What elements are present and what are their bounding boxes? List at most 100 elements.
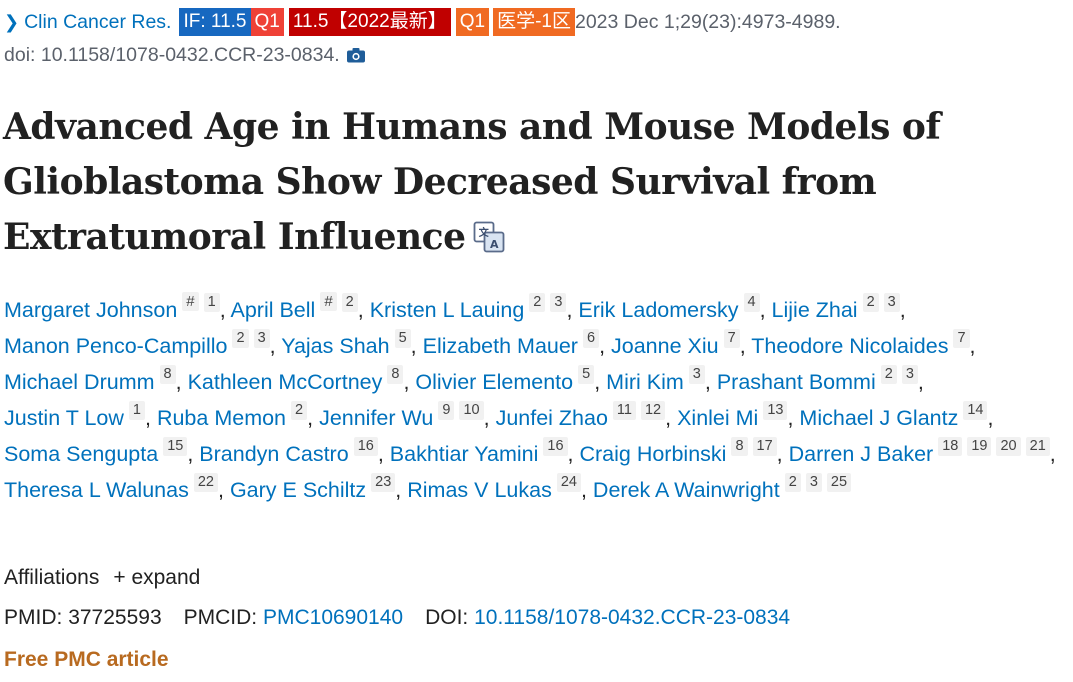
author-name-link[interactable]: Yajas Shah — [281, 334, 390, 358]
affiliation-ref[interactable]: 7 — [953, 329, 970, 348]
affiliation-ref[interactable]: 1 — [128, 401, 145, 420]
affiliation-ref[interactable]: 21 — [1025, 437, 1050, 456]
identifiers: PMID: 37725593 PMCID: PMC10690140 DOI: 10.… — [4, 606, 790, 630]
author-name-link[interactable]: Theresa L Walunas — [4, 478, 189, 502]
affiliation-ref[interactable]: 23 — [371, 473, 396, 492]
affiliation-ref[interactable]: 3 — [253, 329, 270, 348]
author-name-link[interactable]: Joanne Xiu — [611, 334, 719, 358]
author-name-link[interactable]: Erik Ladomersky — [578, 298, 739, 322]
affiliation-ref[interactable]: 3 — [550, 293, 567, 312]
affiliation-ref[interactable]: 2 — [862, 293, 879, 312]
impact-factor-badge: IF: 11.5 — [179, 8, 251, 36]
affiliation-ref[interactable]: 9 — [438, 401, 455, 420]
affiliation-ref[interactable]: 8 — [731, 437, 748, 456]
author-item: Soma Sengupta 15 — [4, 437, 188, 466]
pmcid-label: PMCID: — [183, 606, 258, 629]
affiliation-ref[interactable]: 19 — [967, 437, 992, 456]
author-name-link[interactable]: Justin T Low — [4, 406, 124, 430]
author-name-link[interactable]: Gary E Schiltz — [229, 478, 367, 502]
affiliation-ref[interactable]: 25 — [826, 473, 852, 492]
affiliation-ref[interactable]: 16 — [543, 437, 568, 456]
author-name-link[interactable]: Rimas V Lukas — [407, 478, 552, 502]
author-item: April Bell #2 — [230, 292, 358, 322]
author-name-link[interactable]: Craig Horbinski — [579, 442, 727, 466]
affiliations-section: Affiliations + expand — [4, 566, 200, 590]
author-item: Miri Kim 3 — [606, 365, 705, 394]
affiliation-ref[interactable]: 17 — [752, 437, 777, 456]
author-item: Olivier Elemento 5 — [415, 365, 595, 394]
author-item: Junfei Zhao 11 12 — [495, 401, 666, 430]
author-name-link[interactable]: Junfei Zhao — [495, 406, 608, 430]
affiliation-ref[interactable]: 3 — [901, 365, 918, 384]
pmcid-link[interactable]: PMC10690140 — [262, 606, 404, 629]
author-name-link[interactable]: Miri Kim — [606, 370, 684, 394]
affiliation-ref[interactable]: 3 — [805, 473, 822, 492]
journal-link[interactable]: Clin Cancer Res. — [24, 11, 172, 33]
author-name-link[interactable]: Brandyn Castro — [199, 442, 349, 466]
author-name-link[interactable]: Derek A Wainwright — [592, 478, 780, 502]
author-item: Margaret Johnson #1 — [4, 292, 220, 322]
author-name-link[interactable]: Xinlei Mi — [677, 406, 759, 430]
affiliations-expand-toggle[interactable]: expand — [131, 566, 201, 589]
affiliation-ref[interactable]: 8 — [159, 365, 176, 384]
equal-contribution-mark: # — [320, 292, 337, 311]
affiliation-ref[interactable]: 2 — [529, 293, 546, 312]
expand-plus-icon[interactable]: + — [113, 566, 126, 589]
author-item: Kristen L Lauing 2 3 — [369, 293, 567, 322]
chevron-right-icon[interactable]: ❯ — [4, 12, 20, 32]
author-name-link[interactable]: Theodore Nicolaides — [751, 334, 949, 358]
affiliation-ref[interactable]: 18 — [938, 437, 963, 456]
affiliation-ref[interactable]: 2 — [880, 365, 897, 384]
author-item: Prashant Bommi 2 3 — [716, 365, 918, 394]
affiliation-ref[interactable]: 2 — [341, 293, 358, 312]
affiliation-ref[interactable]: 3 — [883, 293, 900, 312]
author-name-link[interactable]: Michael Drumm — [4, 370, 155, 394]
author-item: Michael J Glantz 14 — [799, 401, 988, 430]
author-name-link[interactable]: Michael J Glantz — [799, 406, 959, 430]
camera-icon[interactable] — [346, 41, 366, 74]
affiliation-ref[interactable]: 15 — [163, 437, 188, 456]
author-name-link[interactable]: Soma Sengupta — [4, 442, 159, 466]
affiliation-ref[interactable]: 2 — [784, 473, 801, 492]
free-pmc-article[interactable]: Free PMC article — [4, 648, 169, 671]
author-name-link[interactable]: Ruba Memon — [156, 406, 287, 430]
author-name-link[interactable]: April Bell — [230, 298, 316, 322]
affiliation-ref[interactable]: 2 — [291, 401, 308, 420]
author-name-link[interactable]: Margaret Johnson — [4, 298, 178, 322]
affiliation-ref[interactable]: 7 — [723, 329, 740, 348]
affiliation-ref[interactable]: 6 — [582, 329, 600, 348]
author-name-link[interactable]: Jennifer Wu — [319, 406, 434, 430]
author-name-link[interactable]: Bakhtiar Yamini — [389, 442, 539, 466]
affiliation-ref[interactable]: 14 — [963, 401, 988, 420]
affiliation-ref[interactable]: 10 — [459, 401, 484, 420]
affiliation-ref[interactable]: 2 — [232, 329, 249, 348]
affiliation-ref[interactable]: 16 — [353, 437, 378, 456]
affiliation-ref[interactable]: 20 — [996, 437, 1021, 456]
author-item: Kathleen McCortney 8 — [187, 365, 404, 394]
doi-label: DOI: — [425, 606, 469, 629]
author-item: Darren J Baker 18 19 20 21 — [788, 437, 1050, 466]
author-name-link[interactable]: Manon Penco-Campillo — [4, 334, 228, 358]
author-name-link[interactable]: Olivier Elemento — [415, 370, 574, 394]
author-name-link[interactable]: Kristen L Lauing — [369, 298, 525, 322]
affiliation-ref[interactable]: 1 — [203, 293, 220, 312]
citation-date-pages: 2023 Dec 1;29(23):4973-4989. — [574, 11, 841, 33]
affiliation-ref[interactable]: 4 — [743, 293, 760, 312]
author-name-link[interactable]: Kathleen McCortney — [187, 370, 383, 394]
affiliation-ref[interactable]: 22 — [193, 473, 218, 492]
affiliation-ref[interactable]: 3 — [688, 365, 705, 384]
affiliation-ref[interactable]: 5 — [394, 329, 411, 348]
author-name-link[interactable]: Prashant Bommi — [716, 370, 876, 394]
author-name-link[interactable]: Elizabeth Mauer — [422, 334, 578, 358]
affiliation-ref[interactable]: 5 — [578, 365, 595, 384]
doi-link[interactable]: 10.1158/1078-0432.CCR-23-0834 — [474, 606, 791, 629]
affiliation-ref[interactable]: 11 — [612, 401, 636, 420]
affiliation-ref[interactable]: 24 — [556, 473, 581, 492]
affiliation-ref[interactable]: 13 — [763, 401, 788, 420]
affiliation-ref[interactable]: 8 — [387, 365, 404, 384]
author-item: Brandyn Castro 16 — [199, 437, 378, 466]
author-name-link[interactable]: Lijie Zhai — [771, 298, 858, 322]
author-name-link[interactable]: Darren J Baker — [788, 442, 934, 466]
affiliation-ref[interactable]: 12 — [640, 401, 666, 420]
